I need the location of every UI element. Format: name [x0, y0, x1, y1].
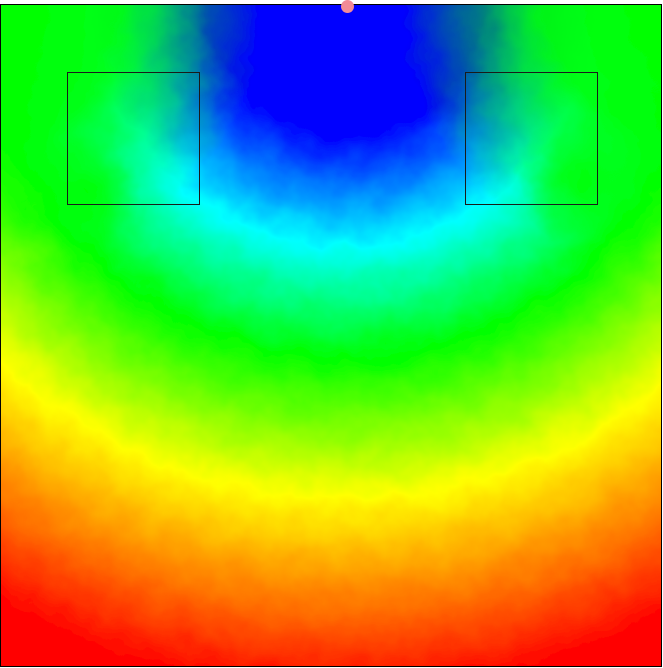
obstacle-left — [67, 72, 200, 205]
heatmap-field — [0, 4, 662, 667]
source-marker[interactable] — [341, 0, 354, 13]
heatmap-gradient — [1, 5, 661, 666]
obstacle-right — [465, 72, 598, 205]
